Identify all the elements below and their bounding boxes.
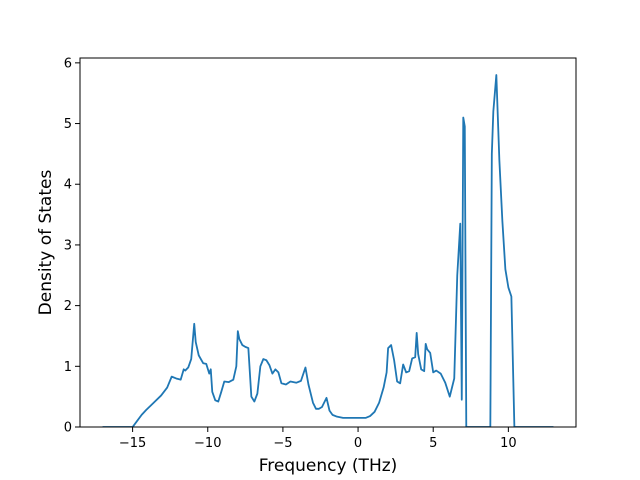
x-axis-label: Frequency (THz): [259, 456, 398, 476]
dos-line-series-0: [102, 74, 554, 427]
y-axis-label: Density of States: [36, 170, 56, 316]
x-tick-label: −10: [194, 436, 221, 451]
series-layer: [102, 74, 554, 427]
y-tick-label: 2: [64, 299, 72, 314]
y-tick-label: 0: [64, 421, 72, 436]
y-tick-label: 1: [64, 360, 72, 375]
y-tick-label: 3: [64, 238, 72, 253]
x-axis-ticks: −15 −10 −5 0 5 10: [119, 427, 517, 451]
x-tick-label: 10: [500, 436, 517, 451]
x-tick-label: −15: [119, 436, 146, 451]
y-tick-label: 5: [64, 117, 72, 132]
y-axis-ticks: 0 1 2 3 4 5 6: [64, 56, 80, 436]
x-tick-label: −5: [273, 436, 292, 451]
x-tick-label: 5: [429, 436, 437, 451]
plot-frame: [79, 57, 577, 428]
x-tick-label: 0: [354, 436, 362, 451]
y-tick-label: 4: [64, 178, 72, 193]
y-tick-label: 6: [64, 56, 72, 71]
